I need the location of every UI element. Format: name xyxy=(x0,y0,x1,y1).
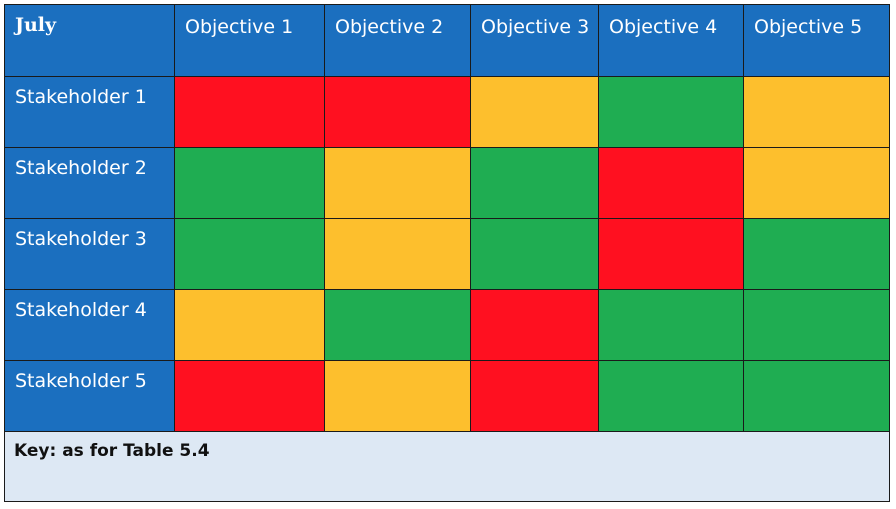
table-row: Stakeholder 5 xyxy=(4,360,890,432)
row-header-stakeholder-5: Stakeholder 5 xyxy=(4,360,175,432)
status-cell-amber xyxy=(470,76,599,148)
status-cell-amber xyxy=(324,360,471,432)
status-cell-red xyxy=(174,76,325,148)
status-cell-red xyxy=(598,218,744,290)
status-cell-green xyxy=(743,289,890,361)
status-cell-green xyxy=(743,360,890,432)
table-row: Stakeholder 2 xyxy=(4,147,890,219)
status-cell-green xyxy=(470,147,599,219)
status-cell-red xyxy=(598,147,744,219)
table-row: Stakeholder 4 xyxy=(4,289,890,361)
column-header-objective-1: Objective 1 xyxy=(174,4,325,77)
status-cell-red xyxy=(470,289,599,361)
status-cell-red xyxy=(324,76,471,148)
column-header-objective-5: Objective 5 xyxy=(743,4,890,77)
status-cell-green xyxy=(324,289,471,361)
status-cell-green xyxy=(174,218,325,290)
status-cell-red xyxy=(470,360,599,432)
status-cell-green xyxy=(598,76,744,148)
status-cell-green xyxy=(743,218,890,290)
status-cell-amber xyxy=(174,289,325,361)
header-row: July Objective 1 Objective 2 Objective 3… xyxy=(4,4,890,77)
status-cell-green xyxy=(598,360,744,432)
row-header-stakeholder-4: Stakeholder 4 xyxy=(4,289,175,361)
status-cell-amber xyxy=(324,147,471,219)
column-header-objective-2: Objective 2 xyxy=(324,4,471,77)
key-row: Key: as for Table 5.4 xyxy=(4,431,890,502)
row-header-stakeholder-1: Stakeholder 1 xyxy=(4,76,175,148)
status-cell-red xyxy=(174,360,325,432)
month-label: July xyxy=(4,4,175,77)
status-cell-green xyxy=(470,218,599,290)
status-cell-green xyxy=(174,147,325,219)
row-header-stakeholder-3: Stakeholder 3 xyxy=(4,218,175,290)
status-cell-green xyxy=(598,289,744,361)
column-header-objective-3: Objective 3 xyxy=(470,4,599,77)
status-cell-amber xyxy=(743,147,890,219)
key-note: Key: as for Table 5.4 xyxy=(4,431,890,502)
row-header-stakeholder-2: Stakeholder 2 xyxy=(4,147,175,219)
table-row: Stakeholder 1 xyxy=(4,76,890,148)
status-cell-amber xyxy=(743,76,890,148)
table-row: Stakeholder 3 xyxy=(4,218,890,290)
status-cell-amber xyxy=(324,218,471,290)
stakeholder-objective-table: July Objective 1 Objective 2 Objective 3… xyxy=(4,4,890,502)
column-header-objective-4: Objective 4 xyxy=(598,4,744,77)
